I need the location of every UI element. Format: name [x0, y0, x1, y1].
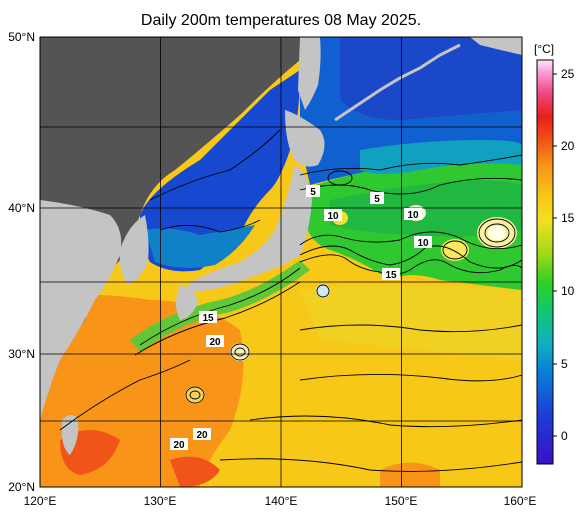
lon-label-120e: 120°E [24, 494, 57, 508]
contour-eddy [327, 170, 353, 186]
contour-18b [249, 415, 522, 428]
contour-eddy [442, 240, 468, 260]
colorbar-tick: 15 [561, 211, 575, 225]
lat-label-50n: 50°N [8, 30, 35, 44]
land-kamchatka [470, 37, 522, 55]
contour-20 [59, 359, 191, 431]
lat-label-40n: 40°N [8, 201, 35, 215]
sea-of-japan [140, 70, 300, 272]
contour-14 [299, 245, 522, 269]
contour-label: 15 [202, 313, 214, 324]
ocean-subarctic-deep [340, 37, 522, 120]
lon-label-150e: 150°E [385, 494, 418, 508]
colorbar-tick: 10 [561, 284, 575, 298]
contour-eddy [189, 390, 201, 400]
land-kuril-islands [334, 43, 461, 122]
colorbar-tick: 20 [561, 139, 575, 153]
contour-5 [299, 154, 522, 176]
contour-19 [299, 324, 522, 333]
contour-15 [299, 254, 522, 275]
contour-label: 5 [374, 194, 380, 205]
colorbar-tick: 5 [561, 357, 568, 371]
contour-19b [219, 458, 522, 472]
lat-label-20n: 20°N [8, 480, 35, 494]
warm-eddy [185, 386, 205, 404]
ocean-front-strip [130, 260, 310, 352]
contour-eddy [484, 223, 510, 243]
ocean-yellow-band [300, 285, 522, 360]
sea-of-japan-south [145, 225, 255, 268]
contour-label: 10 [417, 238, 429, 249]
lat-label-30n: 30°N [8, 347, 35, 361]
contour-eddy [316, 284, 330, 298]
contour-eddy [478, 218, 516, 248]
warm-patch [380, 462, 440, 487]
warm-eddy [230, 343, 250, 361]
land-taiwan [61, 415, 79, 455]
map-frame [39, 36, 523, 488]
map-title: Daily 200m temperatures 08 May 2025. [140, 12, 422, 29]
contour-sea-of-japan [159, 219, 261, 233]
contour-label: 20 [209, 337, 221, 348]
colorbar-tick: 0 [561, 429, 568, 443]
contour-label: 10 [327, 211, 339, 222]
warm-patch [170, 456, 220, 487]
land-sakhalin [298, 37, 321, 110]
lon-label-130e: 130°E [144, 494, 177, 508]
contour-18 [299, 374, 522, 382]
land-kyushu [176, 285, 198, 320]
colorbar [536, 59, 554, 465]
contour-label: 20 [196, 430, 208, 441]
colorbar-tick: 25 [561, 67, 575, 81]
lon-label-140e: 140°E [265, 494, 298, 508]
contour-label: 5 [310, 187, 316, 198]
contour-eddy [185, 386, 205, 404]
land-hokkaido [285, 110, 325, 167]
warm-eddy-core [488, 226, 506, 240]
contour-12 [299, 231, 522, 250]
colorbar-unit: [°C] [534, 42, 555, 56]
land-korea [119, 215, 149, 285]
contour-eddy [230, 343, 250, 361]
contour-sea-of-japan [149, 129, 281, 201]
contour-17 [134, 281, 301, 356]
contour-label: 10 [407, 210, 419, 221]
land-continent [40, 37, 300, 410]
contour-label: 15 [385, 270, 397, 281]
contour-eddy [234, 347, 246, 357]
lon-label-160e: 160°E [504, 494, 537, 508]
contour-label: 20 [173, 440, 185, 451]
cold-eddy [316, 284, 330, 298]
land-china-coast [40, 200, 122, 420]
